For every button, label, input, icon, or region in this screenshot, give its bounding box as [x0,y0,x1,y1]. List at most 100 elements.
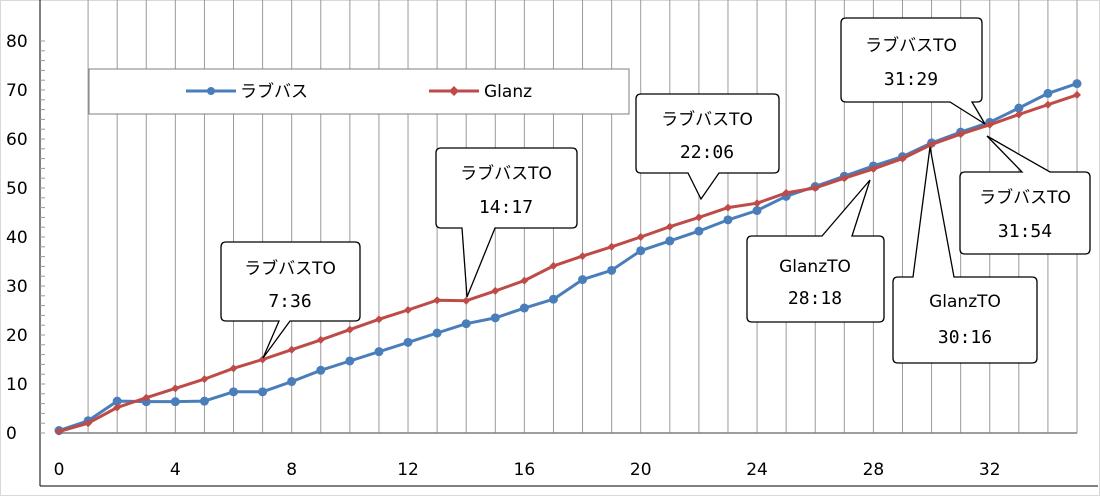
callout-bubble [746,179,885,323]
data-point [694,213,703,222]
data-point [753,199,762,208]
y-tick-label: 50 [6,179,28,199]
y-tick-label: 30 [6,277,28,297]
callout-5: GlanzTO 30:16 [892,146,1038,364]
callout-time: 22:06 [680,142,734,163]
data-point [548,294,558,304]
data-point [1014,110,1023,119]
legend: ラブバス Glanz [88,68,630,115]
x-tick-label: 4 [170,460,181,480]
data-point [636,233,645,241]
legend-marker-1 [207,87,215,95]
y-tick-label: 40 [6,228,28,248]
callout-label: GlanzTO [929,292,1001,312]
callout-7: ラブバスTO 31:54 [959,135,1091,255]
data-point [345,325,354,334]
data-point [171,384,180,393]
x-tick-label: 0 [54,460,65,480]
callout-bubble [435,147,578,298]
x-tick-label: 16 [514,460,536,480]
callout-label: ラブバスTO [865,35,957,56]
y-tick-label: 0 [6,424,17,444]
series-lines [54,79,1082,436]
data-point [113,403,122,412]
data-point [55,427,63,436]
data-point [840,174,849,183]
callout-6: ラブバスTO 31:29 [840,17,986,125]
callout-time: 31:54 [998,221,1052,242]
data-point [636,246,646,256]
data-point [316,365,326,375]
data-point [170,397,180,407]
callout-label: ラブバスTO [244,258,336,279]
callout-time: 31:29 [884,69,938,90]
data-point [432,328,442,338]
data-point [665,236,675,246]
series-line-2 [58,93,1078,433]
data-point [1043,100,1052,109]
callout-label: ラブバスTO [661,109,753,130]
data-point [316,335,325,344]
data-point [287,345,296,354]
data-point [1014,103,1024,113]
data-point [607,265,617,275]
data-point [869,164,878,173]
data-point [433,296,442,305]
callout-label: GlanzTO [779,257,851,277]
data-point [258,387,268,397]
data-point [578,252,587,261]
data-point [1043,88,1053,98]
data-point [1073,90,1081,99]
data-point [258,355,267,364]
data-point [84,419,93,428]
series-line-1 [58,82,1078,433]
callout-4: GlanzTO 28:18 [746,179,885,323]
data-point [723,203,732,212]
data-point [142,393,151,402]
data-point [694,226,704,236]
data-point [374,347,384,357]
data-point [811,184,820,192]
data-point [200,375,209,384]
data-point [665,222,674,231]
callout-time: 30:16 [938,327,992,348]
legend-label-2: Glanz [484,82,532,102]
y-tick-label: 80 [6,32,28,52]
callout-bubble [220,241,361,359]
data-point [374,315,383,324]
y-tick-labels: 0 10 20 30 40 50 60 70 80 [6,32,28,444]
data-point [956,130,965,139]
y-tick-label: 70 [6,81,28,101]
data-point [752,206,762,216]
x-tick-label: 20 [630,460,652,480]
y-tick-label: 10 [6,375,28,395]
data-point [578,275,588,285]
callout-time: 7:36 [268,291,311,312]
data-point [927,140,936,149]
callout-bubble [635,93,780,201]
callout-bubble [892,146,1038,364]
data-point [461,319,471,329]
data-point [229,387,239,397]
data-point [549,261,558,270]
data-point [345,356,355,366]
data-point [404,306,413,315]
data-point [985,120,994,129]
data-point [287,377,297,387]
callout-bubble [959,135,1091,255]
data-point [490,313,500,323]
data-point [491,286,500,295]
callout-time: 14:17 [479,197,533,218]
x-tick-labels: 0 4 8 12 16 20 24 28 32 [54,460,1001,480]
callout-1: ラブバスTO 7:36 [220,241,361,359]
data-point [199,396,209,406]
data-point [403,337,413,347]
x-tick-label: 8 [286,460,297,480]
data-point [229,364,238,373]
callout-bubble [840,17,986,125]
callout-label: ラブバスTO [460,163,552,184]
legend-marker-2 [449,86,459,96]
x-tick-label: 12 [397,460,419,480]
x-tick-label: 32 [979,460,1001,480]
